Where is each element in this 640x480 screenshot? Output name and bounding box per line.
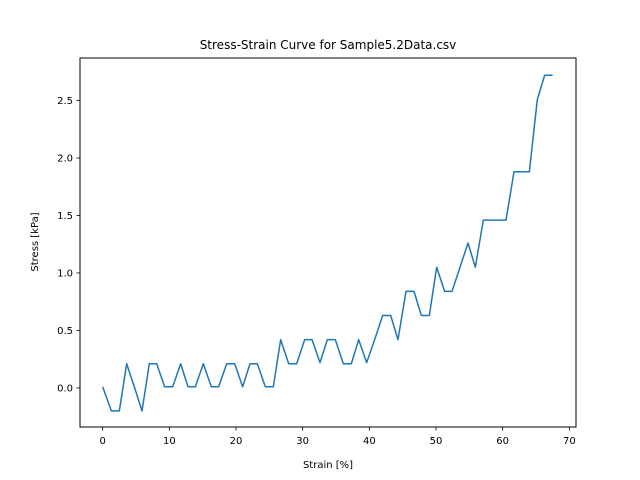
y-tick-label: 0.0 — [57, 383, 73, 394]
axis-ticks: 0 10 20 30 40 50 60 70 0.0 0.5 1.0 1.5 2.0 2.5 — [57, 96, 576, 447]
x-tick-label: 30 — [296, 436, 309, 447]
y-tick-label: 1.0 — [57, 268, 73, 279]
x-tick-label: 10 — [163, 436, 176, 447]
x-tick-label: 50 — [430, 436, 443, 447]
x-tick-label: 40 — [363, 436, 376, 447]
plot-area — [101, 74, 553, 412]
axes-frame — [79, 57, 577, 428]
y-tick-label: 1.5 — [57, 211, 73, 222]
y-axis-label: Stress [kPa] — [30, 212, 41, 271]
x-tick-label: 60 — [496, 436, 509, 447]
x-tick-label: 0 — [99, 436, 105, 447]
y-tick-label: 2.5 — [57, 96, 73, 107]
x-axis-label: Strain [%] — [303, 460, 353, 471]
y-tick-label: 0.5 — [57, 326, 73, 337]
series-line — [101, 74, 553, 412]
x-tick-label: 70 — [563, 436, 576, 447]
chart-title: Stress-Strain Curve for Sample5.2Data.cs… — [200, 38, 457, 52]
x-tick-label: 20 — [230, 436, 243, 447]
y-tick-label: 2.0 — [57, 154, 73, 165]
